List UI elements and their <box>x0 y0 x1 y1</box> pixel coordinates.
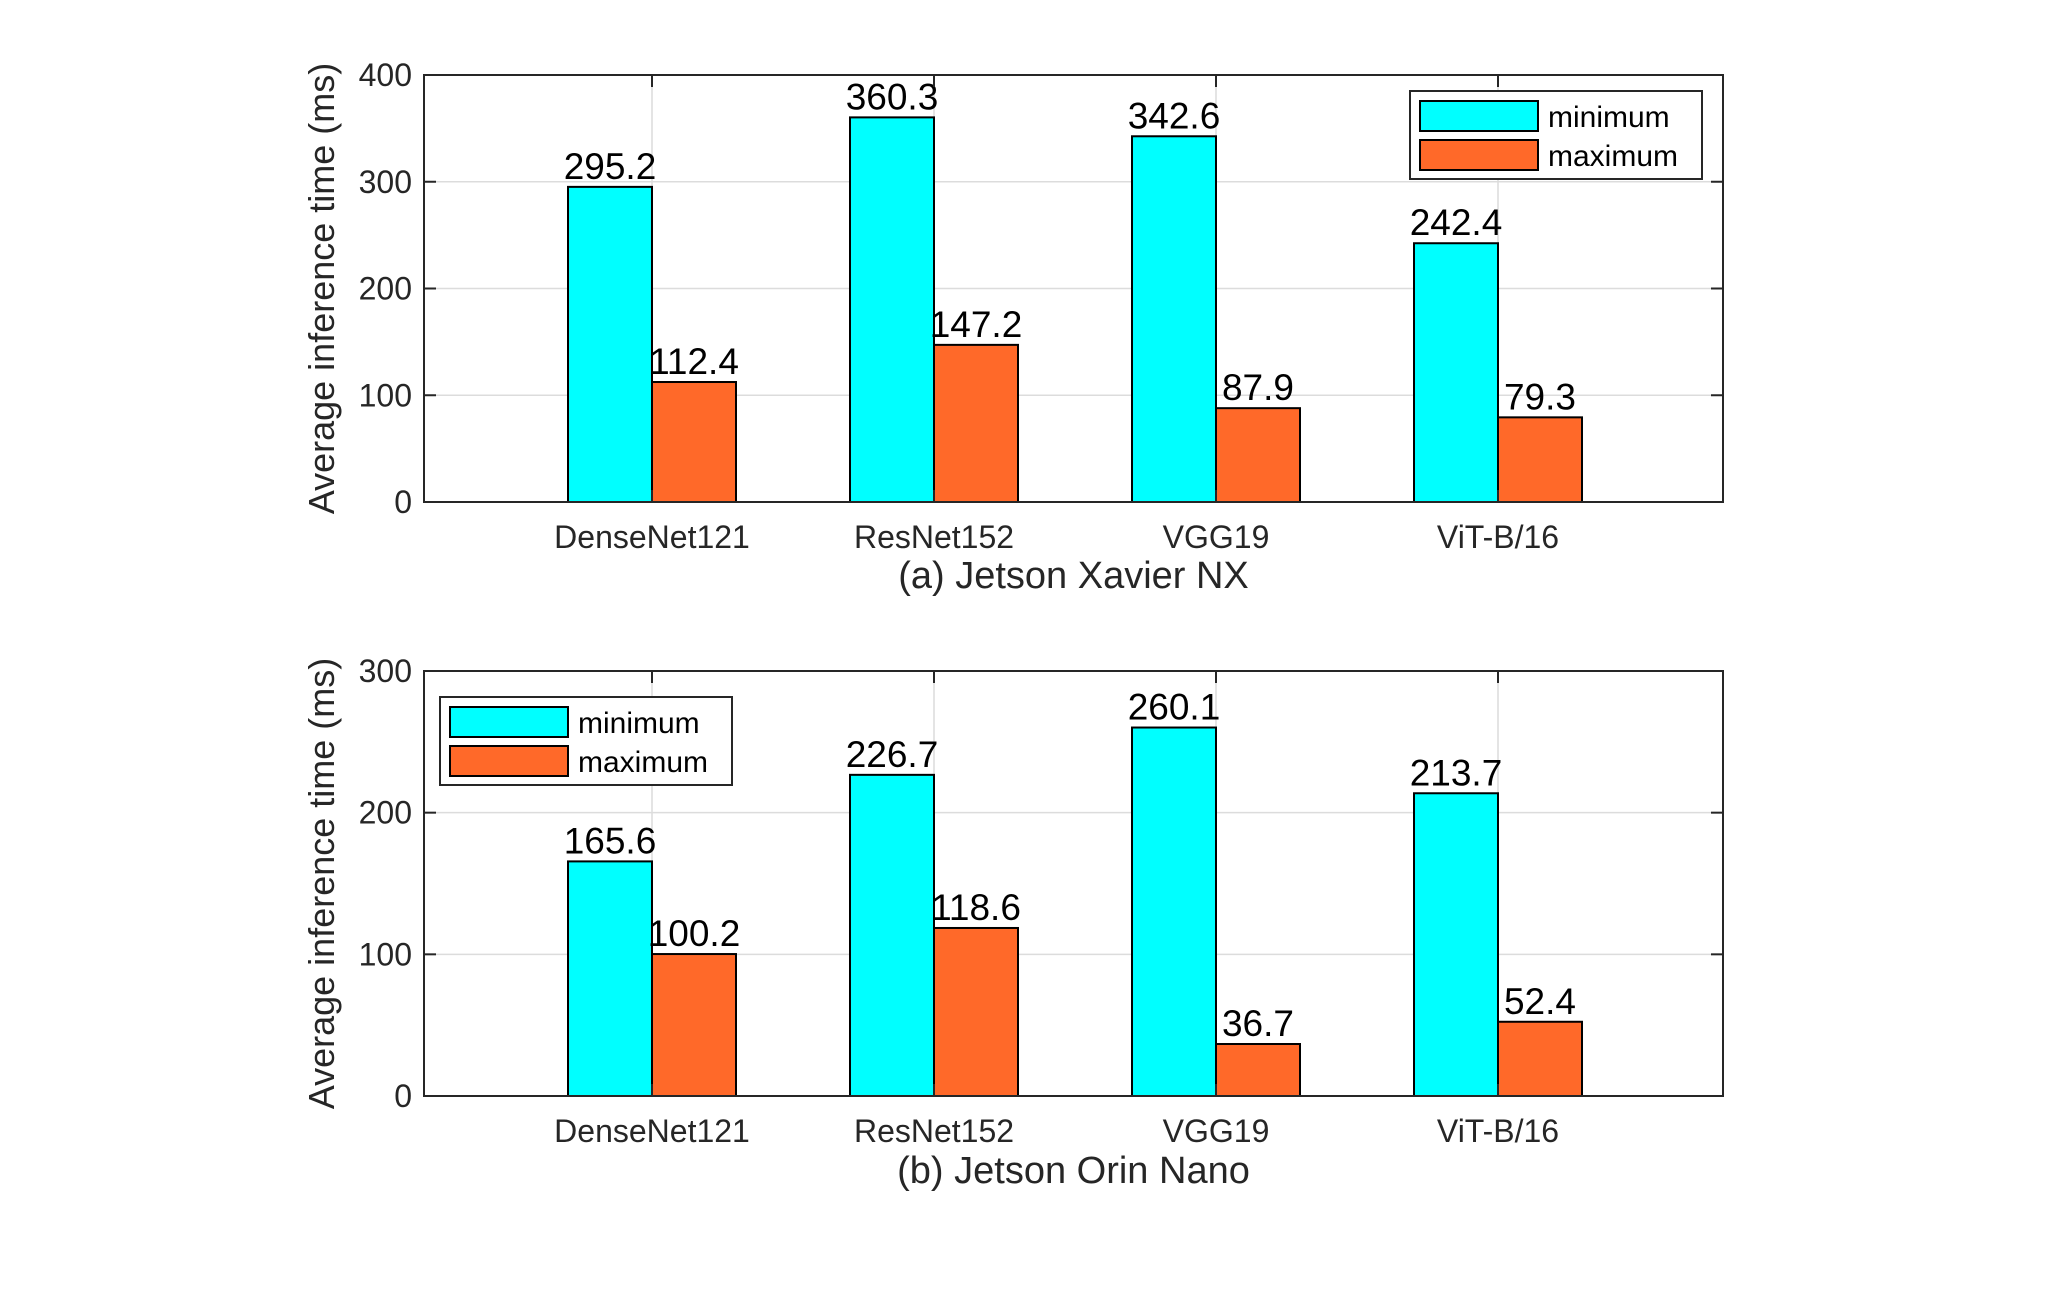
x-tick-label: DenseNet121 <box>554 1113 750 1149</box>
bar-minimum-resnet152 <box>849 116 935 503</box>
value-label-maximum: 118.6 <box>931 887 1021 928</box>
bar-maximum-vgg19 <box>1215 1043 1301 1097</box>
bar-minimum-densenet121 <box>567 860 653 1098</box>
bar-maximum-densenet121 <box>651 953 737 1097</box>
value-label-maximum: 147.2 <box>930 304 1023 345</box>
y-axis-label: Average inference time (ms) <box>301 658 342 1110</box>
bar-maximum-resnet152 <box>933 343 1019 504</box>
legend-swatch-minimum <box>1419 100 1539 132</box>
bar-minimum-vgg19 <box>1131 726 1217 1098</box>
bar-minimum-vit-b-16 <box>1413 792 1499 1098</box>
y-tick-label: 0 <box>394 1078 412 1114</box>
x-tick-label: ViT-B/16 <box>1437 1113 1559 1149</box>
chart-caption: (b) Jetson Orin Nano <box>897 1150 1250 1192</box>
value-label-minimum: 260.1 <box>1128 687 1221 728</box>
bar-maximum-resnet152 <box>933 926 1019 1097</box>
y-tick-label: 300 <box>359 653 412 689</box>
value-label-maximum: 52.4 <box>1504 981 1576 1022</box>
legend-swatch-minimum <box>449 706 569 738</box>
value-label-minimum: 165.6 <box>564 820 657 861</box>
legend-label-minimum: minimum <box>578 707 700 740</box>
chart-panel-b: 165.6 226.7 260.1 213.7 100.2 118.6 36.7 52.4 0 1… <box>301 653 1724 1192</box>
y-tick-label: 200 <box>359 271 412 307</box>
x-tick-label: ResNet152 <box>854 519 1014 555</box>
bar-minimum-vit-b-16 <box>1413 242 1499 503</box>
y-tick-label: 200 <box>359 795 412 831</box>
legend-swatch-maximum <box>449 745 569 777</box>
legend-label-maximum: maximum <box>1548 140 1678 173</box>
bar-minimum-densenet121 <box>567 185 653 503</box>
value-label-minimum: 242.4 <box>1410 202 1503 243</box>
value-label-minimum: 360.3 <box>846 76 939 117</box>
bar-minimum-resnet152 <box>849 773 935 1097</box>
x-tick-label: ViT-B/16 <box>1437 519 1559 555</box>
bar-maximum-vit-b-16 <box>1497 1020 1583 1097</box>
x-tick-label: ResNet152 <box>854 1113 1014 1149</box>
legend-label-maximum: maximum <box>578 746 708 779</box>
y-axis-label: Average inference time (ms) <box>301 63 342 515</box>
value-label-minimum: 213.7 <box>1410 752 1503 793</box>
chart-panel-a: 295.2 360.3 342.6 242.4 112.4 147.2 87.9 79.3 0 1… <box>301 57 1724 597</box>
bar-maximum-densenet121 <box>651 381 737 503</box>
bar-maximum-vit-b-16 <box>1497 416 1583 504</box>
axes-box <box>423 670 1724 1097</box>
y-tick-label: 300 <box>359 164 412 200</box>
legend-swatch-maximum <box>1419 139 1539 171</box>
legend-label-minimum: minimum <box>1548 101 1670 134</box>
bar-maximum-vgg19 <box>1215 407 1301 503</box>
value-label-maximum: 36.7 <box>1222 1003 1294 1044</box>
value-label-maximum: 112.4 <box>649 341 739 382</box>
y-tick-label: 100 <box>359 936 412 972</box>
legend: minimum maximum <box>1409 90 1703 180</box>
legend: minimum maximum <box>439 696 733 786</box>
y-tick-label: 400 <box>359 57 412 93</box>
value-label-maximum: 100.2 <box>648 913 741 954</box>
chart-caption: (a) Jetson Xavier NX <box>898 555 1249 597</box>
value-label-maximum: 87.9 <box>1222 367 1294 408</box>
x-tick-label: VGG19 <box>1163 1113 1270 1149</box>
value-label-minimum: 342.6 <box>1128 95 1221 136</box>
bar-minimum-vgg19 <box>1131 135 1217 503</box>
x-tick-label: DenseNet121 <box>554 519 750 555</box>
value-label-minimum: 226.7 <box>846 734 939 775</box>
x-tick-label: VGG19 <box>1163 519 1270 555</box>
value-label-minimum: 295.2 <box>564 146 657 187</box>
y-tick-label: 100 <box>359 377 412 413</box>
y-tick-label: 0 <box>394 484 412 520</box>
value-label-maximum: 79.3 <box>1504 376 1576 417</box>
